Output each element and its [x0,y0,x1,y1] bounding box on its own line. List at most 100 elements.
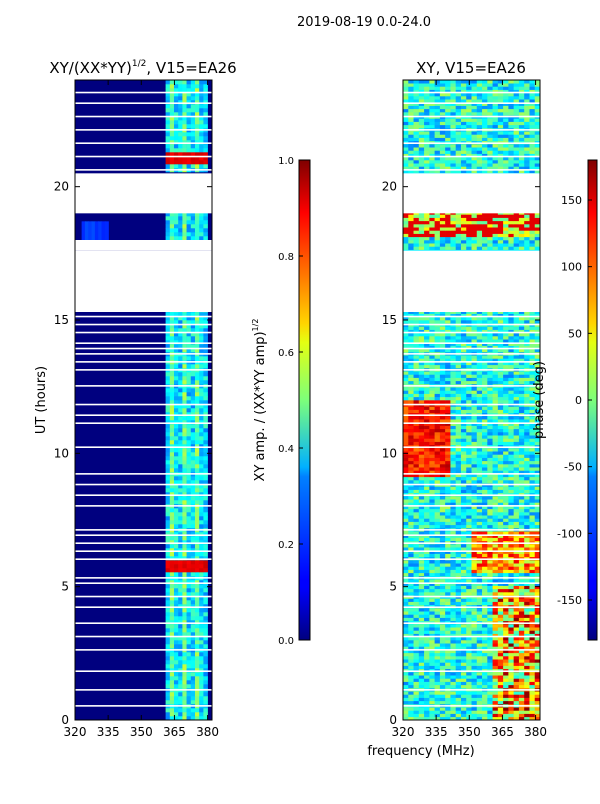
phase-cell [472,467,478,471]
phase-cell [435,458,441,462]
phase-cell [414,656,420,660]
phase-cell [403,592,409,596]
phase-cell [429,221,435,225]
phase-cell [440,365,446,369]
amplitude-cell [191,152,195,156]
phase-cell [503,566,509,570]
amplitude-cell [187,544,191,548]
phase-cell [419,234,425,238]
phase-cell [466,355,472,359]
phase-cell [493,589,499,593]
phase-cell [429,608,435,612]
amplitude-cell [195,164,199,168]
phase-cell [429,656,435,660]
phase-cell [514,666,520,670]
phase-cell [429,653,435,657]
phase-cell [424,234,430,238]
phase-cell [503,410,509,414]
amplitude-cell [170,432,174,436]
phase-cell [450,464,456,468]
phase-cell [414,570,420,574]
phase-cell [477,381,483,385]
amplitude-cell [166,612,170,616]
phase-cell [450,662,456,666]
phase-cell [514,566,520,570]
phase-cell [508,387,514,391]
phase-cell [535,630,541,634]
phase-cell [456,438,462,442]
phase-cell [456,227,462,231]
amplitude-cell [195,372,199,376]
phase-cell [408,570,414,574]
amplitude-cell [187,600,191,604]
phase-cell [408,410,414,414]
phase-cell [414,419,420,423]
phase-cell [440,630,446,634]
phase-cell [535,694,541,698]
phase-cell [440,611,446,615]
phase-cell [450,381,456,385]
phase-cell [508,432,514,436]
phase-cell [424,547,430,551]
amplitude-cell [174,676,178,680]
phase-cell [493,336,499,340]
phase-cell [408,627,414,631]
amplitude-cell [203,88,207,92]
amplitude-cell [199,600,203,604]
phase-cell [477,538,483,542]
phase-cell [482,243,488,247]
phase-cell [524,653,530,657]
phase-cell [435,381,441,385]
phase-cell [450,397,456,401]
phase-cell [535,224,541,228]
amplitude-cell [195,460,199,464]
amplitude-cell [170,564,174,568]
phase-cell [493,454,499,458]
phase-cell [445,662,451,666]
amplitude-cell [203,228,207,232]
phase-cell [419,563,425,567]
phase-cell [498,246,504,250]
phase-cell [435,224,441,228]
phase-cell [498,438,504,442]
phase-cell [424,490,430,494]
data-gap-line [75,404,212,406]
x-tick-label: 335 [97,725,120,739]
phase-cell [493,560,499,564]
phase-cell [508,682,514,686]
phase-cell [477,698,483,702]
phase-cell [503,653,509,657]
amplitude-cell [178,520,182,524]
amplitude-cell [187,592,191,596]
amplitude-cell [174,388,178,392]
phase-cell [498,618,504,622]
phase-cell [503,224,509,228]
amplitude-cell [174,672,178,676]
phase-cell [519,579,525,583]
phase-cell [503,227,509,231]
phase-cell [414,224,420,228]
amplitude-cell [178,572,182,576]
phase-cell [472,442,478,446]
phase-cell [529,682,535,686]
amplitude-cell [199,312,203,316]
phase-cell [450,589,456,593]
phase-cell [529,240,535,244]
phase-cell [482,627,488,631]
amplitude-cell [195,224,199,228]
phase-cell [450,659,456,663]
phase-cell [435,387,441,391]
amplitude-cell [195,144,199,148]
phase-cell [508,624,514,628]
phase-cell [493,618,499,622]
phase-cell [503,614,509,618]
amplitude-cell [195,428,199,432]
phase-cell [445,451,451,455]
phase-cell [477,563,483,567]
phase-cell [466,602,472,606]
data-gap-line [75,169,212,171]
phase-cell [461,586,467,590]
phase-cell [514,371,520,375]
amplitude-cell [174,344,178,348]
phase-cell [487,531,493,535]
